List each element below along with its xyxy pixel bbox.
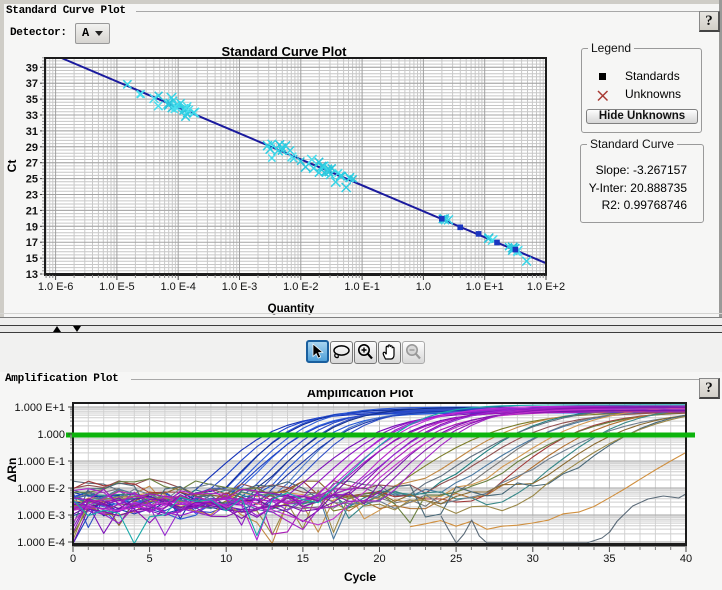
- svg-text:1.0 E-5: 1.0 E-5: [99, 281, 134, 293]
- svg-text:1.0 E-4: 1.0 E-4: [160, 281, 195, 293]
- svg-text:1.000 E+1: 1.000 E+1: [15, 402, 65, 414]
- svg-text:ΔRn: ΔRn: [5, 458, 19, 483]
- svg-text:1.0: 1.0: [416, 281, 431, 293]
- svg-text:1.0 E-1: 1.0 E-1: [344, 281, 379, 293]
- svg-text:30: 30: [527, 553, 539, 565]
- svg-text:1.000 E-3: 1.000 E-3: [17, 510, 65, 522]
- svg-text:37: 37: [26, 78, 38, 90]
- svg-text:15: 15: [297, 553, 309, 565]
- svg-text:0: 0: [70, 553, 76, 565]
- svg-text:29: 29: [26, 142, 38, 154]
- svg-text:Amplification Plot: Amplification Plot: [307, 390, 414, 400]
- svg-text:33: 33: [26, 110, 38, 122]
- svg-text:1.0 E-6: 1.0 E-6: [38, 281, 73, 293]
- svg-text:1.0 E+1: 1.0 E+1: [466, 281, 504, 293]
- svg-text:Cycle: Cycle: [344, 570, 376, 584]
- svg-text:25: 25: [26, 174, 38, 186]
- svg-text:31: 31: [26, 126, 38, 138]
- svg-text:17: 17: [26, 237, 38, 249]
- svg-text:1.000: 1.000: [37, 429, 65, 441]
- svg-text:Ct: Ct: [5, 160, 19, 173]
- svg-text:5: 5: [147, 553, 153, 565]
- svg-text:25: 25: [450, 553, 462, 565]
- svg-text:Quantity: Quantity: [268, 303, 315, 315]
- svg-text:27: 27: [26, 158, 38, 170]
- svg-text:13: 13: [26, 269, 38, 281]
- svg-text:1.000 E-4: 1.000 E-4: [17, 537, 65, 549]
- svg-text:19: 19: [26, 221, 38, 233]
- svg-text:15: 15: [26, 253, 38, 265]
- svg-text:1.0 E-3: 1.0 E-3: [222, 281, 257, 293]
- svg-text:35: 35: [26, 94, 38, 106]
- svg-text:Standard Curve Plot: Standard Curve Plot: [222, 44, 348, 59]
- svg-text:35: 35: [603, 553, 615, 565]
- svg-text:39: 39: [26, 62, 38, 74]
- svg-text:21: 21: [26, 205, 38, 217]
- svg-text:23: 23: [26, 190, 38, 202]
- svg-text:20: 20: [373, 553, 385, 565]
- svg-text:10: 10: [220, 553, 232, 565]
- svg-text:1.000 E-1: 1.000 E-1: [17, 456, 65, 468]
- svg-text:1.000 E-2: 1.000 E-2: [17, 483, 65, 495]
- svg-text:1.0 E-2: 1.0 E-2: [283, 281, 318, 293]
- svg-text:40: 40: [680, 553, 692, 565]
- svg-text:1.0 E+2: 1.0 E+2: [527, 281, 565, 293]
